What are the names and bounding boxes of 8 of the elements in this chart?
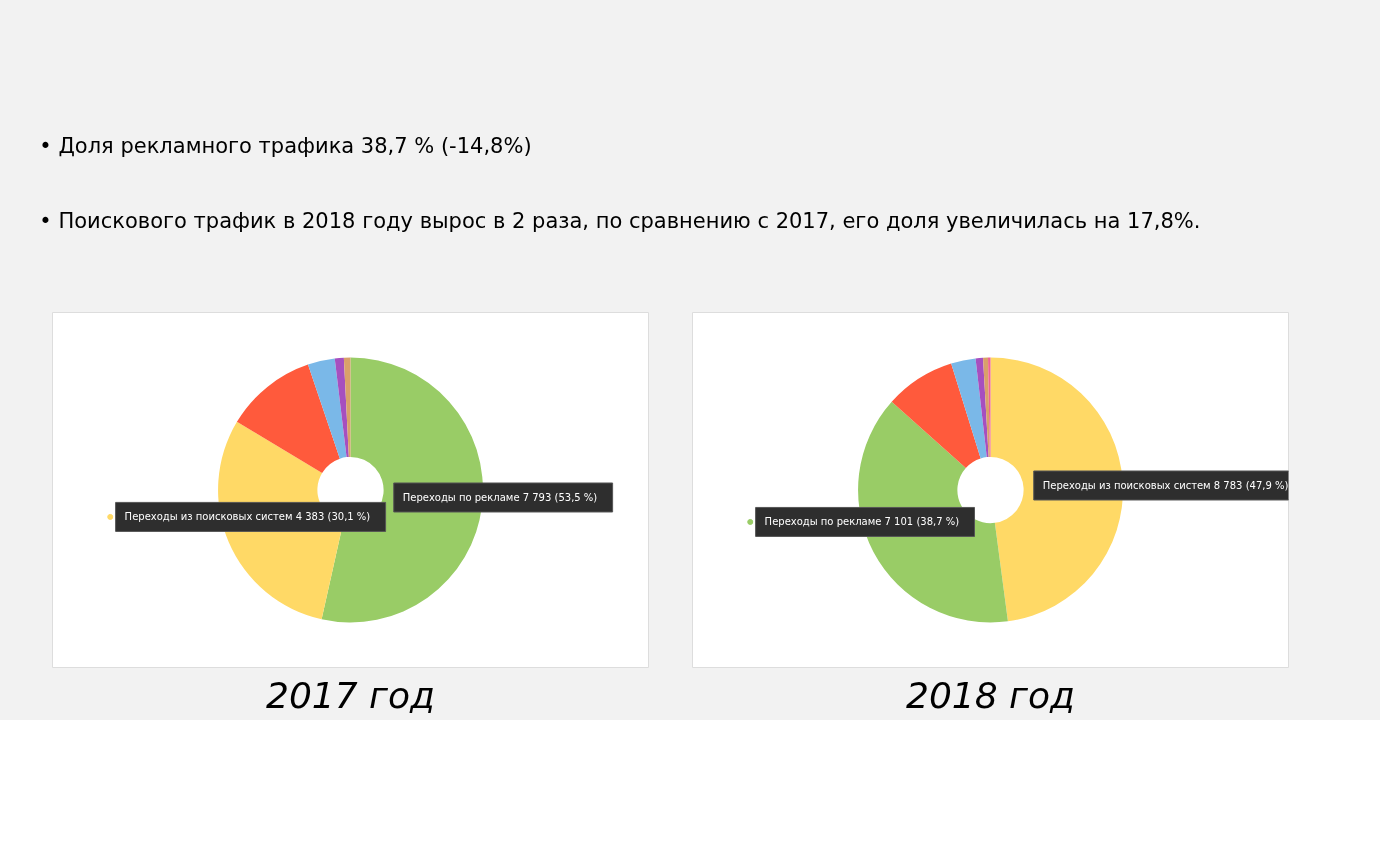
legend-label: Переходы по рекламе 7 101 (38,7 %) [764, 516, 960, 528]
slice-label: Переходы из поисковых систем 8 783 (47,9 %) [1042, 480, 1289, 491]
legend-label: Переходы из поисковых систем 4 383 (30,1 %) [124, 511, 371, 523]
text: • Доля рекламного трафика 38,7 % (-14,8%) [39, 133, 532, 158]
text: • Поискового трафик в 2018 году вырос в 2 раза, по сравнению с 2017, его доля увеличилась на 17,8%. [39, 208, 1201, 233]
slice-label: Переходы по рекламе 7 793 (53,5 %) [402, 491, 598, 503]
text: 2018 год [906, 674, 1075, 716]
text: 2017 год [266, 674, 435, 716]
